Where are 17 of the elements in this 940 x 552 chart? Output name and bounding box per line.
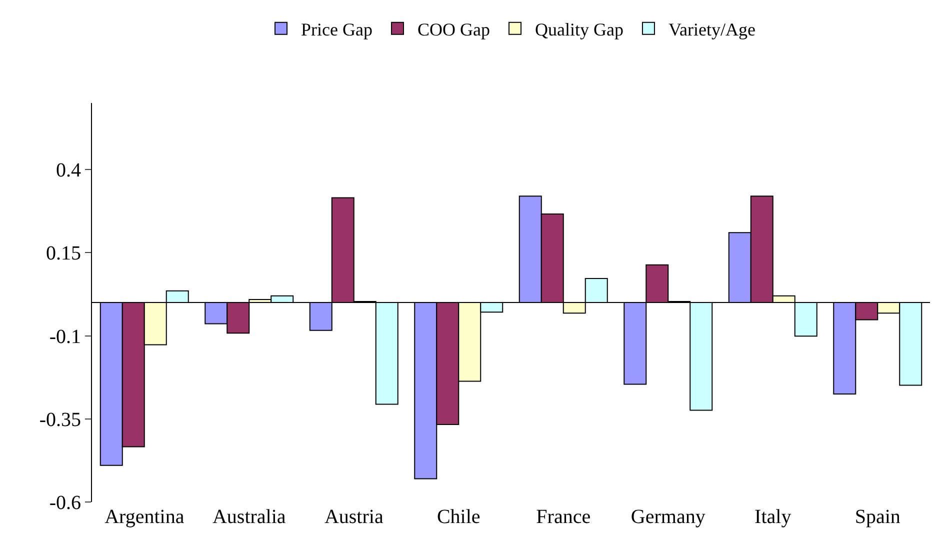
y-tick-label: 0.15: [46, 242, 81, 265]
x-tick-label: Australia: [212, 506, 286, 528]
y-tick-label: 0.4: [56, 160, 81, 182]
y-tick-label: -0.6: [49, 492, 81, 514]
x-tick-label: Chile: [436, 506, 480, 528]
legend-label: Price Gap: [301, 19, 372, 40]
x-tick-label: Spain: [854, 506, 900, 528]
y-tick-label: -0.1: [49, 326, 81, 348]
x-tick-label: Germany: [630, 506, 706, 528]
x-tick-label: Italy: [754, 506, 792, 528]
x-tick-label: Austria: [324, 506, 384, 528]
x-tick-label: Argentina: [104, 506, 184, 528]
legend-label: Quality Gap: [534, 19, 624, 40]
legend-label: COO Gap: [417, 19, 490, 40]
legend-label: Variety/Age: [668, 19, 756, 40]
x-tick-label: France: [536, 506, 591, 528]
y-tick-label: -0.35: [39, 408, 81, 431]
